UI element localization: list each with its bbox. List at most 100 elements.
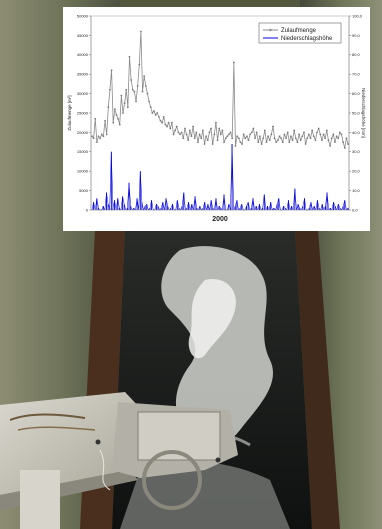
inflow-point bbox=[219, 133, 222, 136]
inflow-point bbox=[195, 131, 198, 134]
legend-box bbox=[258, 22, 342, 44]
inflow-point bbox=[342, 141, 345, 144]
inflow-point bbox=[218, 127, 221, 130]
inflow-point bbox=[236, 135, 239, 138]
inflow-line bbox=[91, 31, 349, 149]
y2-tick-label: 10,0 bbox=[352, 188, 361, 193]
inflow-point bbox=[123, 102, 126, 105]
inflow-point bbox=[175, 125, 178, 128]
inflow-point bbox=[299, 139, 302, 142]
inflow-point bbox=[131, 88, 134, 91]
y2-tick-label: 60,0 bbox=[352, 91, 361, 96]
inflow-point bbox=[293, 129, 296, 132]
inflow-point bbox=[182, 137, 185, 140]
inflow-point bbox=[226, 135, 229, 138]
inflow-point bbox=[252, 127, 255, 130]
x-axis-label: 2000 bbox=[212, 216, 228, 223]
legend-inflow-marker bbox=[269, 28, 272, 32]
inflow-point bbox=[301, 135, 304, 138]
inflow-point bbox=[149, 106, 152, 109]
inflow-point bbox=[259, 135, 261, 138]
inflow-point bbox=[201, 129, 204, 132]
inflow-point bbox=[128, 55, 131, 58]
inflow-point bbox=[286, 131, 289, 134]
inflow-point bbox=[311, 129, 314, 132]
inflow-point bbox=[330, 137, 333, 140]
y-tick-label: 40000 bbox=[77, 52, 89, 57]
y-tick-label: 5000 bbox=[79, 188, 89, 193]
inflow-point bbox=[312, 135, 315, 138]
inflow-point bbox=[213, 133, 216, 136]
inflow-point bbox=[110, 69, 113, 72]
inflow-point bbox=[281, 141, 284, 144]
y-tick-label: 35000 bbox=[77, 72, 89, 77]
inflow-point bbox=[314, 139, 317, 142]
inflow-point bbox=[242, 133, 245, 136]
inflow-point bbox=[130, 79, 133, 81]
inflow-point bbox=[187, 139, 190, 142]
legend: Zulaufmenge Niederschlagshöhe bbox=[258, 22, 342, 44]
y-tick-label: 25000 bbox=[77, 110, 89, 115]
y-tick-label: 45000 bbox=[77, 33, 89, 38]
inflow-point bbox=[172, 133, 175, 136]
chart-panel: 0 5000 10000 15000 20000 25000 30000 35000 40000… bbox=[63, 7, 370, 231]
inflow-point bbox=[228, 133, 230, 136]
inflow-series bbox=[91, 30, 349, 149]
inflow-point bbox=[216, 139, 219, 142]
inflow-point bbox=[164, 123, 167, 126]
inflow-point bbox=[118, 123, 121, 126]
inflow-point bbox=[156, 112, 159, 114]
legend-inflow-label: Zulaufmenge bbox=[281, 28, 317, 34]
inflow-point bbox=[94, 117, 97, 120]
inflow-point bbox=[241, 143, 243, 145]
inflow-point bbox=[335, 135, 338, 138]
inflow-point bbox=[246, 135, 248, 138]
right-axis-ticks: 0,0 10,0 20,0 30,0 40,0 50,0 60,0 70,0 80,0 90,0 1… bbox=[349, 13, 363, 212]
inflow-point bbox=[316, 131, 318, 134]
inflow-point bbox=[347, 143, 349, 145]
inflow-point bbox=[309, 137, 312, 140]
inflow-point bbox=[135, 100, 137, 103]
inflow-point bbox=[322, 133, 325, 136]
inflow-point bbox=[206, 139, 209, 142]
inflow-point bbox=[229, 131, 232, 134]
inflow-point bbox=[239, 141, 242, 144]
inflow-point bbox=[125, 88, 128, 91]
inflow-point bbox=[159, 119, 162, 122]
inflow-point bbox=[210, 127, 212, 130]
inflow-point bbox=[329, 145, 331, 147]
inflow-point bbox=[262, 137, 265, 140]
inflow-point bbox=[109, 88, 111, 91]
left-axis-ticks: 0 5000 10000 15000 20000 25000 30000 35000 40000… bbox=[77, 13, 91, 212]
inflow-point bbox=[104, 119, 106, 122]
inflow-point bbox=[249, 133, 252, 136]
inflow-point bbox=[208, 131, 211, 134]
y2-tick-label: 20,0 bbox=[352, 169, 361, 174]
inflow-point bbox=[102, 135, 105, 138]
inflow-point bbox=[91, 135, 93, 138]
y-tick-label: 10000 bbox=[77, 169, 89, 174]
inflow-point bbox=[95, 141, 98, 144]
inflow-point bbox=[161, 121, 164, 124]
inflow-point bbox=[133, 90, 136, 93]
inflow-point bbox=[126, 106, 129, 109]
inflow-point bbox=[321, 139, 323, 142]
inflow-point bbox=[185, 133, 188, 136]
inflow-point bbox=[304, 143, 307, 145]
inflow-point bbox=[317, 127, 320, 130]
inflow-point bbox=[223, 141, 225, 144]
inflow-point bbox=[115, 114, 118, 116]
inflow-point bbox=[327, 139, 330, 142]
inflow-point bbox=[276, 139, 279, 142]
inflow-point bbox=[105, 133, 108, 136]
inflow-point bbox=[100, 133, 103, 136]
inflow-point bbox=[272, 125, 274, 128]
inflow-point bbox=[283, 133, 286, 136]
y-tick-label: 20000 bbox=[77, 130, 89, 135]
inflow-point bbox=[166, 125, 168, 128]
inflow-point bbox=[273, 137, 276, 140]
inflow-point bbox=[192, 125, 194, 128]
y-tick-label: 30000 bbox=[77, 91, 89, 96]
y2-tick-label: 70,0 bbox=[352, 72, 361, 77]
